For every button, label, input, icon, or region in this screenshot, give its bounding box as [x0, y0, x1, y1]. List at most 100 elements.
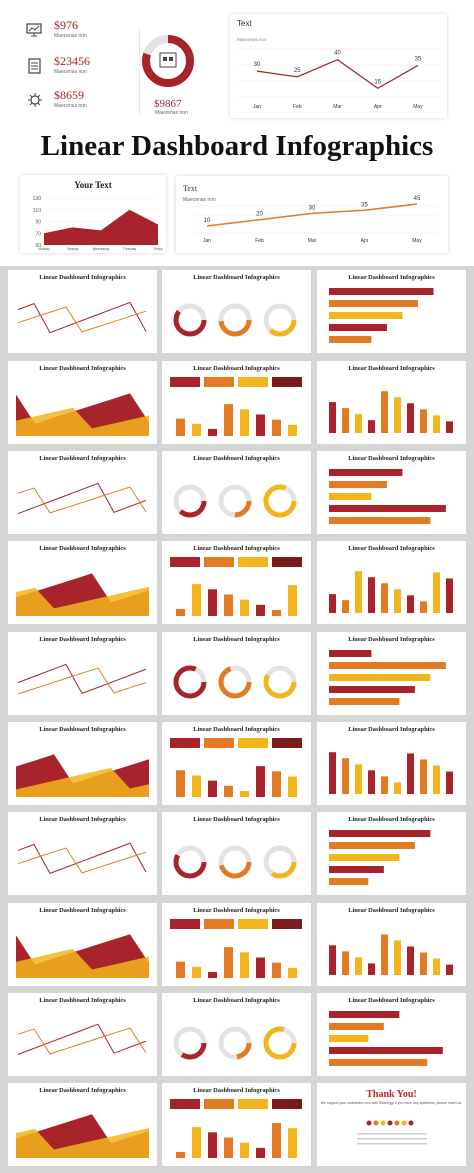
slide-graphic — [17, 482, 147, 515]
slide-title: Linear Dashboard Infographics — [348, 907, 435, 914]
slide-thumbnail[interactable]: Linear Dashboard Infographics — [8, 632, 157, 715]
slide-title: Linear Dashboard Infographics — [193, 274, 280, 281]
slide-title: Linear Dashboard Infographics — [39, 365, 126, 372]
slide-graphic — [173, 1026, 297, 1060]
slide-thumbnail[interactable]: Linear Dashboard Infographics — [8, 361, 157, 444]
slide-thumbnail[interactable]: Linear Dashboard Infographics — [317, 993, 466, 1076]
slide-thumbnail[interactable]: Linear Dashboard Infographics — [8, 903, 157, 986]
slide-thumbnail[interactable]: Linear Dashboard Infographics — [162, 722, 311, 805]
x-tick-label: Feb — [293, 104, 302, 110]
slide-graphic — [329, 571, 453, 613]
bar — [342, 408, 349, 433]
bar — [192, 775, 201, 797]
bar — [381, 776, 388, 794]
slide-thumbnail[interactable]: Thank You! We support your slideshare now… — [317, 1083, 466, 1166]
slide-thumbnail[interactable]: Linear Dashboard Infographics — [317, 270, 466, 353]
bar — [288, 424, 297, 436]
slide-thumbnail[interactable]: Linear Dashboard Infographics — [8, 270, 157, 353]
y-tick-label: 70 — [35, 231, 41, 237]
shop-cart-icon — [159, 52, 177, 68]
slide-thumbnail[interactable]: Linear Dashboard Infographics — [317, 541, 466, 624]
stat-value: $23456 — [54, 54, 90, 68]
slide-thumbnail[interactable]: Linear Dashboard Infographics — [8, 722, 157, 805]
slide-thumbnail[interactable]: Linear Dashboard Infographics — [162, 361, 311, 444]
bar — [176, 770, 185, 797]
kpi-box — [170, 1099, 200, 1109]
slide-thumbnail[interactable]: Linear Dashboard Infographics — [317, 451, 466, 534]
slide-graphic — [329, 830, 431, 885]
slide-thumbnail[interactable]: Linear Dashboard Infographics — [317, 632, 466, 715]
bar — [256, 604, 265, 616]
bar — [256, 957, 265, 978]
line — [17, 847, 147, 874]
bar — [329, 686, 415, 693]
slide-thumbnail[interactable]: Linear Dashboard Infographics — [317, 361, 466, 444]
slide-thumbnail[interactable]: Linear Dashboard Infographics — [162, 270, 311, 353]
bar — [288, 967, 297, 978]
hero-section: $976 Maecenas non $23456 Maecenas non $8… — [0, 0, 474, 262]
bar — [394, 782, 401, 794]
slide-thumbnail[interactable]: Linear Dashboard Infographics — [317, 812, 466, 895]
donut-chart — [138, 24, 198, 114]
slide-graphic — [17, 1023, 147, 1055]
bar — [355, 414, 362, 433]
donut-arc — [173, 303, 207, 337]
social-icon — [373, 1120, 379, 1126]
top-line-chart: 30 Jan 25 Feb 40 Mar 15 Apr 35 May — [238, 48, 440, 110]
slide-title: Linear Dashboard Infographics — [348, 455, 435, 462]
line — [17, 842, 147, 874]
slide-thumbnail[interactable]: Linear Dashboard Infographics — [162, 1083, 311, 1166]
social-icon — [408, 1120, 414, 1126]
slide-thumbnail[interactable]: Linear Dashboard Infographics — [8, 812, 157, 895]
area — [16, 948, 149, 978]
area — [16, 1128, 149, 1158]
y-tick-label: 90 — [35, 220, 41, 226]
bar — [272, 771, 281, 797]
bar — [433, 415, 440, 433]
slide-thumbnail[interactable]: Linear Dashboard Infographics — [162, 541, 311, 624]
x-tick-label: Apr — [361, 238, 369, 244]
slide-graphic — [17, 842, 147, 874]
bar — [381, 934, 388, 975]
kpi-box — [170, 919, 200, 929]
slide-title: Linear Dashboard Infographics — [39, 726, 126, 733]
slide-thumbnail[interactable]: Linear Dashboard Infographics — [8, 451, 157, 534]
series-line — [256, 59, 419, 89]
stat-item: $23456 Maecenas non — [22, 54, 122, 80]
text-line — [357, 1143, 427, 1145]
slide-thumbnail[interactable]: Linear Dashboard Infographics — [317, 903, 466, 986]
bar — [420, 409, 427, 433]
slide-thumbnail[interactable]: Linear Dashboard Infographics — [162, 451, 311, 534]
line — [17, 667, 147, 695]
line — [17, 1023, 147, 1055]
bar — [329, 945, 336, 975]
bar — [256, 766, 265, 797]
slide-thumbnail[interactable]: Linear Dashboard Infographics — [8, 1083, 157, 1166]
chart-title: Text — [183, 184, 198, 193]
kpi-box — [204, 1099, 234, 1109]
bar — [272, 419, 281, 436]
kpi-box — [170, 377, 200, 387]
slide-thumbnail[interactable]: Linear Dashboard Infographics — [162, 812, 311, 895]
area — [16, 767, 149, 797]
slide-thumbnail[interactable]: Linear Dashboard Infographics — [8, 993, 157, 1076]
bar — [192, 584, 201, 616]
x-tick-label: Monday — [38, 247, 50, 251]
slide-thumbnail[interactable]: Linear Dashboard Infographics — [162, 632, 311, 715]
bar — [329, 312, 403, 319]
data-label: 45 — [414, 196, 421, 202]
kpi-box — [272, 557, 302, 567]
slide-thumbnail[interactable]: Linear Dashboard Infographics — [8, 541, 157, 624]
slide-title: Linear Dashboard Infographics — [193, 545, 280, 552]
slide-thumbnail[interactable]: Linear Dashboard Infographics — [162, 903, 311, 986]
server-icon — [26, 57, 44, 75]
bar — [407, 403, 414, 433]
donut-arc — [218, 665, 252, 699]
bar — [342, 600, 349, 613]
slide-graphic — [329, 934, 453, 975]
bar — [342, 758, 349, 794]
slide-thumbnail[interactable]: Linear Dashboard Infographics — [317, 722, 466, 805]
divider — [139, 28, 140, 114]
bar — [407, 595, 414, 613]
slide-thumbnail[interactable]: Linear Dashboard Infographics — [162, 993, 311, 1076]
